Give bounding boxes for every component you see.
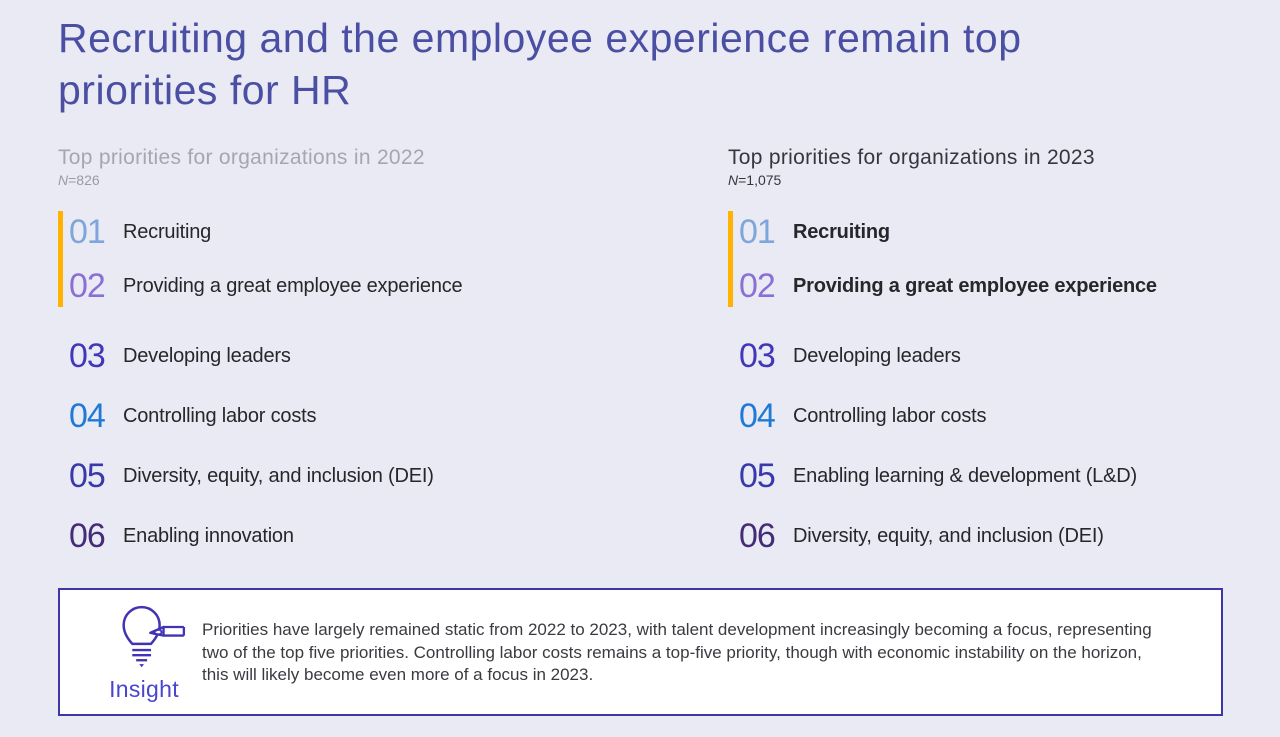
remaining-priorities-group: 03 Developing leaders 04 Controlling lab… xyxy=(728,335,1268,557)
top-priorities-group: 01 Recruiting 02 Providing a great emplo… xyxy=(58,211,678,307)
priority-row: 06 Diversity, equity, and inclusion (DEI… xyxy=(739,515,1268,557)
priority-label: Recruiting xyxy=(123,220,212,243)
priority-rank: 05 xyxy=(69,457,106,495)
sample-n: N xyxy=(728,172,739,188)
priority-row: 05 Enabling learning & development (L&D) xyxy=(739,455,1268,497)
column-heading-2023: Top priorities for organizations in 2023 xyxy=(728,146,1095,169)
priority-row: 01 Recruiting xyxy=(739,211,1268,253)
priority-rank: 04 xyxy=(739,397,776,435)
priority-row: 01 Recruiting xyxy=(69,211,678,253)
column-heading-2022: Top priorities for organizations in 2022 xyxy=(58,146,425,169)
priority-label: Diversity, equity, and inclusion (DEI) xyxy=(793,524,1104,547)
priority-row: 03 Developing leaders xyxy=(739,335,1268,377)
priority-rank: 04 xyxy=(69,397,106,435)
priority-row: 02 Providing a great employee experience xyxy=(69,265,678,307)
priorities-column-2023: Top priorities for organizations in 2023… xyxy=(728,145,1268,575)
sample-value: =1,075 xyxy=(738,172,782,188)
priority-label: Diversity, equity, and inclusion (DEI) xyxy=(123,464,434,487)
priority-row: 05 Diversity, equity, and inclusion (DEI… xyxy=(69,455,678,497)
page-title: Recruiting and the employee experience r… xyxy=(58,15,1022,113)
priority-label: Developing leaders xyxy=(793,344,961,367)
remaining-priorities-group: 03 Developing leaders 04 Controlling lab… xyxy=(58,335,678,557)
priorities-column-2022: Top priorities for organizations in 2022… xyxy=(58,145,678,575)
priority-rank: 06 xyxy=(739,517,776,555)
priority-rank: 03 xyxy=(69,337,106,375)
priority-row: 04 Controlling labor costs xyxy=(69,395,678,437)
priority-label: Enabling learning & development (L&D) xyxy=(793,464,1137,487)
sample-size-2023: N=1,075 xyxy=(728,172,1268,189)
sample-n: N xyxy=(58,172,69,188)
priority-label: Providing a great employee experience xyxy=(123,274,463,297)
priority-rank: 01 xyxy=(739,213,776,251)
priority-row: 02 Providing a great employee experience xyxy=(739,265,1268,307)
priority-label: Providing a great employee experience xyxy=(793,274,1157,297)
priority-list-2022: 01 Recruiting 02 Providing a great emplo… xyxy=(58,211,678,557)
priority-row: 04 Controlling labor costs xyxy=(739,395,1268,437)
priority-label: Controlling labor costs xyxy=(123,404,317,427)
priority-row: 03 Developing leaders xyxy=(69,335,678,377)
priority-label: Controlling labor costs xyxy=(793,404,987,427)
sample-size-2022: N=826 xyxy=(58,172,678,189)
top-priorities-group: 01 Recruiting 02 Providing a great emplo… xyxy=(728,211,1268,307)
insight-icon-block: Insight xyxy=(84,598,204,708)
priority-rank: 05 xyxy=(739,457,776,495)
priority-rank: 02 xyxy=(739,267,776,305)
sample-value: =826 xyxy=(68,172,100,188)
priority-rank: 02 xyxy=(69,267,106,305)
priority-rank: 03 xyxy=(739,337,776,375)
insight-label: Insight xyxy=(109,676,179,702)
priority-label: Enabling innovation xyxy=(123,524,294,547)
priority-list-2023: 01 Recruiting 02 Providing a great emplo… xyxy=(728,211,1268,557)
priority-rank: 06 xyxy=(69,517,106,555)
insight-callout: Insight Priorities have largely remained… xyxy=(58,588,1223,716)
lightbulb-pencil-icon xyxy=(122,605,186,668)
priority-label: Developing leaders xyxy=(123,344,291,367)
insight-text: Priorities have largely remained static … xyxy=(202,620,1152,684)
priority-label: Recruiting xyxy=(793,220,890,243)
priority-rank: 01 xyxy=(69,213,106,251)
priority-row: 06 Enabling innovation xyxy=(69,515,678,557)
